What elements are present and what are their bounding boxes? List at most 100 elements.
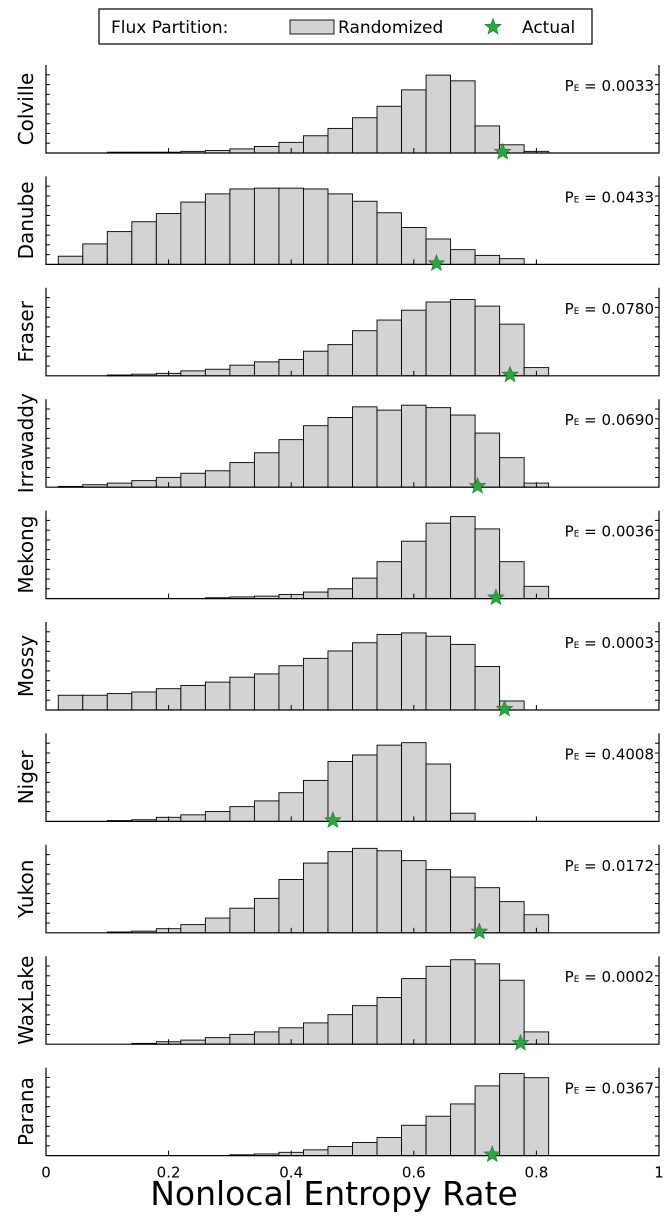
river-name-label: Mossy bbox=[14, 635, 38, 697]
histogram-bar bbox=[131, 480, 157, 488]
histogram-bar bbox=[425, 869, 452, 934]
histogram-bar bbox=[376, 105, 402, 154]
panel-mossy: Mossy PE = 0.0003 bbox=[14, 622, 660, 717]
histogram-bar bbox=[352, 117, 378, 154]
histogram-bar bbox=[327, 1014, 353, 1045]
histogram-bar bbox=[401, 1124, 427, 1157]
histogram-bar bbox=[352, 1005, 378, 1045]
histogram-bar bbox=[450, 516, 476, 600]
river-name-label: Yukon bbox=[14, 860, 38, 919]
actual-star-icon bbox=[493, 142, 512, 160]
histogram-bar bbox=[401, 860, 427, 934]
pe-annotation: PE = 0.0780 bbox=[565, 300, 654, 318]
pe-symbol: P bbox=[565, 523, 574, 541]
histogram-bar bbox=[180, 814, 206, 822]
histogram-bar bbox=[327, 417, 353, 488]
pe-annotation: PE = 0.0033 bbox=[565, 77, 654, 95]
histogram-bar bbox=[474, 125, 501, 154]
pe-subscript: E bbox=[574, 752, 580, 762]
histogram-bar bbox=[155, 213, 182, 265]
river-name-label: Mekong bbox=[14, 516, 38, 594]
histogram-bar bbox=[425, 965, 452, 1045]
x-axis: 0 0.2 0.4 0.6 0.8 1 bbox=[41, 1164, 664, 1182]
pe-value: = 0.0433 bbox=[579, 188, 654, 206]
histogram-bar bbox=[229, 1033, 255, 1045]
histogram-bar bbox=[425, 74, 452, 154]
histogram-bar bbox=[401, 309, 427, 377]
pe-symbol: P bbox=[565, 77, 574, 95]
histogram-bar bbox=[327, 193, 353, 265]
pe-subscript: E bbox=[574, 307, 580, 317]
pe-subscript: E bbox=[574, 864, 580, 874]
histogram-bar bbox=[204, 811, 231, 822]
pe-annotation: PE = 0.0367 bbox=[565, 1080, 654, 1098]
histogram-bar bbox=[401, 978, 427, 1045]
histogram-bar bbox=[229, 462, 255, 488]
histogram-bar bbox=[327, 851, 353, 934]
histogram-bar bbox=[450, 812, 476, 822]
histogram-bar bbox=[303, 591, 329, 600]
actual-star-icon bbox=[427, 254, 446, 271]
actual-star-icon bbox=[470, 922, 489, 940]
histogram-bar bbox=[106, 693, 133, 711]
pe-annotation: PE = 0.0433 bbox=[565, 188, 654, 206]
panel-axes bbox=[45, 287, 660, 377]
histogram-bar bbox=[204, 1037, 231, 1045]
histogram-bar bbox=[303, 1149, 329, 1157]
panel-axes bbox=[45, 510, 660, 600]
histogram-bar bbox=[278, 439, 304, 488]
histogram-bar bbox=[253, 1031, 280, 1045]
river-name-label: Danube bbox=[14, 181, 38, 259]
histogram-bar bbox=[229, 806, 255, 822]
histogram-bar bbox=[474, 254, 501, 265]
histogram-bar bbox=[499, 901, 525, 934]
histogram-bar bbox=[474, 666, 501, 711]
histogram-bar bbox=[401, 89, 427, 154]
legend-actual-star-icon bbox=[484, 17, 502, 35]
legend-title: Flux Partition: bbox=[111, 18, 228, 38]
x-tick-label: 0.8 bbox=[524, 1164, 548, 1182]
histogram-bar bbox=[229, 676, 255, 711]
panel-parana: Parana PE = 0.0367 bbox=[14, 1067, 660, 1163]
panel-mekong: Mekong PE = 0.0036 bbox=[14, 510, 660, 606]
actual-star-icon bbox=[483, 1145, 502, 1163]
histogram-bar bbox=[278, 879, 304, 934]
histogram-bar bbox=[180, 201, 206, 265]
histogram-bar bbox=[180, 924, 206, 934]
histogram-bar bbox=[229, 188, 255, 265]
x-tick-label: 0.2 bbox=[157, 1164, 181, 1182]
histogram-bar bbox=[204, 470, 231, 488]
panel-irrawaddy: Irrawaddy PE = 0.0690 bbox=[14, 393, 660, 494]
histogram-bar bbox=[352, 1142, 378, 1157]
pe-subscript: E bbox=[574, 641, 580, 651]
histogram-bar bbox=[499, 323, 525, 377]
panel-axes bbox=[45, 622, 660, 711]
legend-randomized-swatch bbox=[289, 19, 335, 35]
pe-symbol: P bbox=[565, 634, 574, 652]
histogram-bar bbox=[499, 561, 525, 600]
histogram-bar bbox=[450, 414, 476, 488]
histogram-bar bbox=[352, 406, 378, 488]
histogram-bar bbox=[376, 1137, 402, 1157]
histogram-bar bbox=[474, 432, 501, 488]
pe-symbol: P bbox=[565, 745, 574, 763]
histogram-bar bbox=[474, 305, 501, 377]
pe-annotation: PE = 0.0036 bbox=[565, 523, 654, 541]
x-tick-label: 0.4 bbox=[279, 1164, 303, 1182]
histogram-bar bbox=[401, 540, 427, 600]
pe-symbol: P bbox=[565, 968, 574, 986]
pe-annotation: PE = 0.0003 bbox=[565, 634, 654, 652]
x-axis-label: Nonlocal Entropy Rate bbox=[150, 1174, 518, 1213]
panel-axes bbox=[45, 844, 660, 934]
histogram-bar bbox=[253, 673, 280, 711]
histogram-bar bbox=[303, 862, 329, 934]
histogram-bar bbox=[327, 588, 353, 600]
histogram-bar bbox=[376, 319, 402, 377]
actual-star-icon bbox=[495, 699, 514, 717]
panel-danube: Danube PE = 0.0433 bbox=[14, 176, 660, 271]
histogram-bar bbox=[303, 779, 329, 822]
pe-symbol: P bbox=[565, 1080, 574, 1098]
panel-waxlake: WaxLake PE = 0.0002 bbox=[14, 956, 660, 1051]
histogram-bar bbox=[106, 231, 133, 265]
